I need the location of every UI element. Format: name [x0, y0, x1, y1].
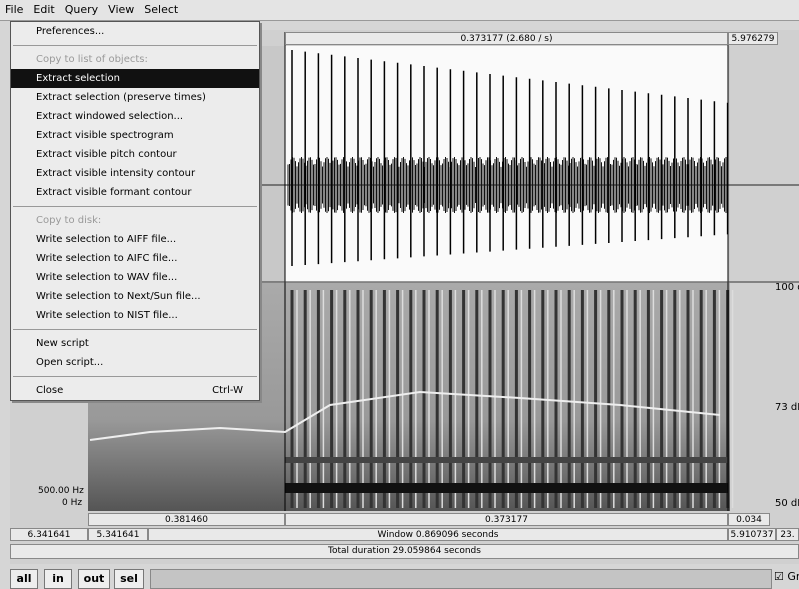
time-cell: 0.034: [728, 513, 770, 526]
menu-item[interactable]: Write selection to AIFC file...: [11, 249, 259, 268]
selection-label: 0.373177 (2.680 / s): [285, 32, 728, 45]
time-cell: 0.373177: [285, 513, 728, 526]
menu-item-label: Extract selection (preserve times): [36, 92, 206, 103]
menu-item[interactable]: Write selection to Next/Sun file...: [11, 287, 259, 306]
menu-title[interactable]: Query: [60, 0, 103, 19]
zoom-button[interactable]: all: [10, 569, 38, 589]
menu-item[interactable]: Write selection to AIFF file...: [11, 230, 259, 249]
scrollbar[interactable]: [150, 569, 772, 589]
menu-item-label: Extract visible intensity contour: [36, 168, 195, 179]
menu-item-label: Copy to list of objects:: [36, 54, 148, 65]
menu-title[interactable]: File: [0, 0, 28, 19]
menu-item[interactable]: Write selection to WAV file...: [11, 268, 259, 287]
top-right-label: 5.976279: [728, 32, 778, 45]
separator: [13, 45, 257, 46]
menu-item[interactable]: Extract windowed selection...: [11, 107, 259, 126]
menu-item-label: Write selection to Next/Sun file...: [36, 291, 201, 302]
menu-item-label: New script: [36, 338, 89, 349]
time-cell: Window 0.869096 seconds: [148, 528, 728, 541]
menu-item[interactable]: Preferences...: [11, 22, 259, 41]
menu-item[interactable]: Extract visible formant contour: [11, 183, 259, 202]
time-cell: 6.341641: [10, 528, 88, 541]
menu-item-label: Extract windowed selection...: [36, 111, 183, 122]
menu-item-label: Write selection to NIST file...: [36, 310, 178, 321]
axis-label: 100 dB: [775, 282, 799, 293]
axis-label: 50 dB: [775, 498, 799, 509]
menu-item-label: Copy to disk:: [36, 215, 101, 226]
file-menu: Preferences... Copy to list of objects: Ex…: [10, 21, 260, 401]
menu-item-label: Extract visible spectrogram: [36, 130, 174, 141]
axis-label: 0 Hz: [62, 498, 82, 508]
time-cell: 0.381460: [88, 513, 285, 526]
menu-item[interactable]: Extract selection: [11, 69, 259, 88]
total-duration: Total duration 29.059864 seconds: [10, 544, 799, 559]
menu-item[interactable]: Extract selection (preserve times): [11, 88, 259, 107]
separator: [13, 206, 257, 207]
checkbox[interactable]: ☑ Gr: [774, 570, 799, 583]
time-cell: 5.341641: [88, 528, 148, 541]
menu-item-label: Close: [36, 385, 63, 396]
menu-item-label: Extract selection: [36, 73, 120, 84]
menu-title[interactable]: Edit: [28, 0, 59, 19]
menu-item[interactable]: Open script...: [11, 353, 259, 372]
menu-item[interactable]: Close Ctrl-W: [11, 381, 259, 400]
menu-title[interactable]: View: [103, 0, 139, 19]
menu-item[interactable]: Extract visible intensity contour: [11, 164, 259, 183]
separator: [13, 376, 257, 377]
menu-item-label: Extract visible pitch contour: [36, 149, 177, 160]
menu-item-label: Extract visible formant contour: [36, 187, 191, 198]
axis-label: 500.00 Hz: [38, 486, 84, 496]
screen: FileEditQueryViewSelect Preferences... Co…: [0, 0, 799, 588]
menu-title[interactable]: Select: [139, 0, 183, 19]
menu-item[interactable]: Extract visible spectrogram: [11, 126, 259, 145]
menu-item-label: Write selection to AIFC file...: [36, 253, 177, 264]
zoom-button[interactable]: out: [78, 569, 110, 589]
menu-item[interactable]: Write selection to NIST file...: [11, 306, 259, 325]
menu-item: Copy to disk:: [11, 211, 259, 230]
menu-item-label: Write selection to WAV file...: [36, 272, 177, 283]
shortcut: Ctrl-W: [212, 381, 243, 400]
menu-item-label: Open script...: [36, 357, 103, 368]
menu-item[interactable]: New script: [11, 334, 259, 353]
axis-label: 73 dB: [775, 402, 799, 413]
menu-item: Copy to list of objects:: [11, 50, 259, 69]
zoom-button[interactable]: in: [44, 569, 72, 589]
time-cell: 5.910737: [728, 528, 776, 541]
zoom-button[interactable]: sel: [114, 569, 144, 589]
menu-item-label: Write selection to AIFF file...: [36, 234, 176, 245]
checkbox-label: Gr: [787, 570, 799, 583]
menu-item-label: Preferences...: [36, 26, 104, 37]
separator: [13, 329, 257, 330]
time-cell: 23.: [776, 528, 799, 541]
menu-item[interactable]: Extract visible pitch contour: [11, 145, 259, 164]
